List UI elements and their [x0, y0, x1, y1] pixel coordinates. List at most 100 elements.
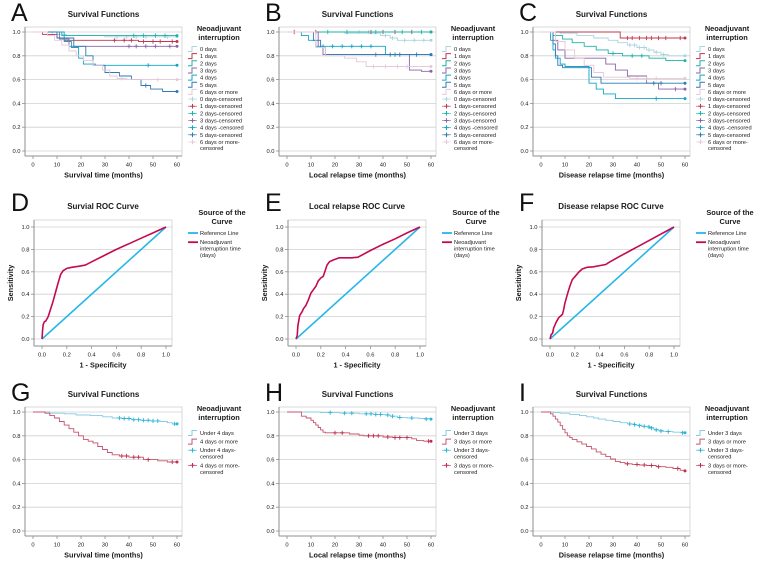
- legend-item-label: 3 days or more: [708, 440, 746, 446]
- plot-frame: [278, 406, 437, 537]
- chart-title: Survival Functions: [322, 390, 394, 399]
- legend-item-label: 4 days or more: [200, 440, 238, 446]
- panel-B: B 0.0 0.2 0.4 0.6 0.8 1.0 0 10 20 30 40 50 60 Survival…: [254, 0, 508, 190]
- legend-swatch-line: [442, 60, 451, 67]
- legend-item-label: interruption time: [708, 247, 749, 253]
- censor-mark: [153, 33, 158, 38]
- panel-label-C: C: [519, 0, 538, 27]
- legend-title: Neoadjuvant: [705, 404, 750, 413]
- end-marker: [429, 38, 433, 42]
- panel-label-I: I: [519, 379, 526, 407]
- censor-mark: [371, 433, 376, 438]
- roc-series-0: [549, 226, 675, 340]
- legend-item-label: 5 days-censored: [200, 133, 242, 139]
- x-tick-label: 0.6: [366, 353, 374, 359]
- legend-item-label: 0 days-censored: [708, 97, 750, 103]
- chart-B: 0.0 0.2 0.4 0.6 0.8 1.0 0 10 20 30 40 50 60 Survival …: [266, 10, 498, 180]
- x-tick-label: 60: [428, 163, 434, 169]
- censor-mark: [404, 435, 410, 440]
- x-tick-label: 50: [658, 163, 664, 169]
- legend-swatch-plus: [444, 103, 449, 109]
- censor-mark: [155, 418, 160, 423]
- censor-mark: [378, 412, 383, 417]
- y-tick-label: 0.8: [529, 247, 537, 253]
- legend-swatch-plus: [190, 96, 195, 102]
- censor-mark: [637, 45, 642, 50]
- x-tick-label: 30: [356, 543, 362, 549]
- y-tick-label: 0.2: [275, 315, 283, 321]
- legend-swatch-line: [188, 60, 197, 67]
- censor-mark: [368, 411, 374, 416]
- censor-mark: [642, 424, 647, 429]
- legend-swatch-plus: [190, 118, 195, 123]
- censor-mark: [673, 87, 678, 92]
- legend-item-label: 4 days -censored: [708, 126, 752, 132]
- legend-title: interruption: [706, 413, 748, 422]
- y-tick-label: 0.4: [529, 292, 538, 298]
- y-tick-label: 0.8: [12, 434, 20, 440]
- legend-swatch-line: [188, 46, 197, 52]
- censor-mark: [349, 44, 354, 49]
- legend-swatch-plus: [698, 96, 703, 102]
- legend-item-label: 4 days: [200, 76, 217, 82]
- censor-mark: [170, 39, 175, 44]
- censor-mark: [119, 453, 124, 459]
- x-tick-label: 0.6: [620, 353, 628, 359]
- legend-item-label: Reference Line: [200, 231, 239, 237]
- roc-series-1: [295, 226, 421, 340]
- chart-E: 0.0 0.2 0.4 0.6 0.8 1.0 0.0 0.2 0.4 0.6 0.8 1.0 Loca…: [260, 202, 500, 370]
- legend-swatch-plus: [444, 118, 449, 123]
- y-tick-label: 0.2: [12, 125, 20, 131]
- x-tick-label: 60: [174, 543, 180, 549]
- censor-mark: [630, 53, 635, 58]
- legend-item-label: 6 days or more: [200, 90, 238, 96]
- end-marker: [429, 417, 433, 421]
- x-tick-label: 40: [634, 163, 640, 169]
- x-tick-label: 0: [285, 163, 288, 169]
- legend-item-label: 4 days -censored: [454, 126, 498, 132]
- km-series-0: [33, 411, 177, 425]
- y-tick-label: 0.6: [266, 78, 274, 84]
- censor-mark: [122, 416, 127, 421]
- x-tick-label: 40: [126, 543, 132, 549]
- censor-mark: [126, 416, 132, 421]
- censor-mark: [340, 430, 345, 435]
- legend-swatch-line: [188, 53, 197, 60]
- legend-title: Source of the: [706, 208, 753, 217]
- legend-item-label: (days): [708, 253, 724, 259]
- end-marker: [429, 69, 433, 73]
- y-tick-label: 0.8: [266, 54, 274, 60]
- y-tick-label: 0.0: [12, 149, 20, 155]
- legend-item-label: censored: [454, 146, 477, 152]
- x-axis-label: Disease relapse time (months): [559, 171, 665, 180]
- censor-mark: [646, 424, 652, 429]
- x-tick-label: 0: [539, 163, 542, 169]
- x-axis-label: Local relapse time (months): [309, 551, 406, 560]
- y-tick-label: 0.8: [520, 54, 528, 60]
- chart-title: Survival Functions: [576, 390, 648, 399]
- censor-mark: [649, 463, 654, 468]
- censor-mark: [141, 39, 146, 44]
- y-tick-label: 1.0: [12, 410, 20, 416]
- legend-swatch-plus: [190, 463, 195, 468]
- y-tick-label: 0.0: [529, 337, 537, 343]
- legend-item-label: interruption time: [454, 247, 495, 253]
- legend-item-label: 1 days-censored: [454, 104, 496, 110]
- censor-mark: [158, 39, 163, 44]
- end-marker: [683, 76, 687, 80]
- y-tick-label: 0.2: [520, 125, 528, 131]
- y-tick-label: 1.0: [266, 30, 274, 36]
- censor-mark: [385, 434, 390, 440]
- legend-item-label: 1 days: [708, 54, 725, 60]
- legend-swatch-plus: [190, 125, 195, 130]
- censor-mark: [146, 457, 151, 462]
- legend-item-label: 3 days or more-: [708, 463, 748, 469]
- legend-swatch-plus: [444, 447, 449, 453]
- panel-label-A: A: [11, 0, 28, 27]
- legend-title: Source of the: [198, 208, 245, 217]
- y-tick-label: 0.2: [529, 315, 537, 321]
- legend-swatch-plus: [190, 132, 195, 138]
- censor-mark: [129, 38, 134, 43]
- legend-item-label: 1 days-censored: [200, 104, 242, 110]
- censor-mark: [373, 29, 378, 35]
